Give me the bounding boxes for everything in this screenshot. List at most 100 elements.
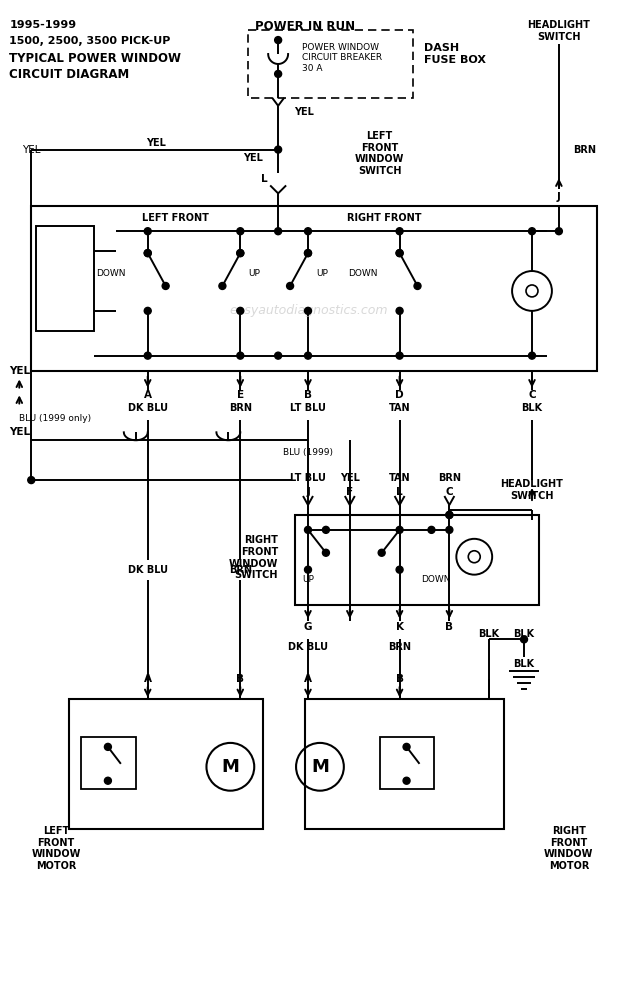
Circle shape <box>287 282 294 289</box>
Text: HEADLIGHT
SWITCH: HEADLIGHT SWITCH <box>527 20 590 42</box>
Text: UP: UP <box>248 269 260 278</box>
Text: YEL: YEL <box>22 145 41 155</box>
Circle shape <box>305 228 311 235</box>
Circle shape <box>403 743 410 750</box>
Circle shape <box>104 743 111 750</box>
Text: BLU (1999): BLU (1999) <box>283 448 333 457</box>
Circle shape <box>396 352 403 359</box>
Circle shape <box>378 549 385 556</box>
Text: B: B <box>396 674 404 684</box>
Circle shape <box>556 228 562 235</box>
Circle shape <box>274 146 282 153</box>
Circle shape <box>396 526 403 533</box>
Text: UP: UP <box>302 575 314 584</box>
Text: DOWN: DOWN <box>421 575 451 584</box>
Circle shape <box>274 228 282 235</box>
Text: BRN: BRN <box>388 642 411 652</box>
Text: B: B <box>446 622 454 632</box>
Text: J: J <box>557 192 561 202</box>
Bar <box>379 737 434 789</box>
Text: DK BLU: DK BLU <box>128 403 167 413</box>
Circle shape <box>446 526 453 533</box>
Text: B: B <box>236 674 244 684</box>
Circle shape <box>237 352 243 359</box>
Circle shape <box>274 70 282 77</box>
Circle shape <box>237 228 243 235</box>
Bar <box>305 699 504 829</box>
Text: YEL: YEL <box>294 107 314 117</box>
Text: E: E <box>237 390 244 400</box>
Text: J: J <box>306 487 310 497</box>
Circle shape <box>396 250 403 257</box>
Text: YEL: YEL <box>243 153 263 163</box>
Text: A: A <box>304 674 312 684</box>
Text: C: C <box>528 390 536 400</box>
Circle shape <box>305 250 311 257</box>
Text: C: C <box>446 487 453 497</box>
Text: BLK: BLK <box>478 629 500 639</box>
Circle shape <box>104 777 111 784</box>
Bar <box>248 30 413 98</box>
Text: LT BLU: LT BLU <box>290 473 326 483</box>
Bar <box>32 206 597 371</box>
Circle shape <box>305 566 311 573</box>
Circle shape <box>323 549 329 556</box>
Circle shape <box>396 228 403 235</box>
Circle shape <box>144 250 151 257</box>
Circle shape <box>144 352 151 359</box>
Circle shape <box>396 250 403 257</box>
Text: D: D <box>396 390 404 400</box>
Text: BLU (1999 only): BLU (1999 only) <box>19 414 91 423</box>
Text: LEFT
FRONT
WINDOW
MOTOR: LEFT FRONT WINDOW MOTOR <box>32 826 81 871</box>
Text: DASH
FUSE BOX: DASH FUSE BOX <box>425 43 486 65</box>
Circle shape <box>396 307 403 314</box>
Text: BRN: BRN <box>229 403 252 413</box>
Circle shape <box>274 37 282 44</box>
Text: DK BLU: DK BLU <box>128 565 167 575</box>
Text: A: A <box>144 390 152 400</box>
Circle shape <box>305 526 311 533</box>
Text: M: M <box>221 758 239 776</box>
Text: 1995-1999: 1995-1999 <box>9 20 77 30</box>
Text: LEFT
FRONT
WINDOW
SWITCH: LEFT FRONT WINDOW SWITCH <box>355 131 404 176</box>
Circle shape <box>162 282 169 289</box>
Text: POWER WINDOW
CIRCUIT BREAKER
30 A: POWER WINDOW CIRCUIT BREAKER 30 A <box>302 43 382 73</box>
Circle shape <box>237 250 243 257</box>
Text: BRN: BRN <box>438 473 461 483</box>
Circle shape <box>144 250 151 257</box>
Text: YEL: YEL <box>9 366 30 376</box>
Text: YEL: YEL <box>146 138 166 148</box>
Text: YEL: YEL <box>9 427 30 437</box>
Text: B: B <box>304 390 312 400</box>
Text: POWER IN RUN: POWER IN RUN <box>255 20 355 33</box>
Circle shape <box>237 307 243 314</box>
Text: LT BLU: LT BLU <box>290 403 326 413</box>
Text: YEL: YEL <box>340 473 360 483</box>
Text: easyautodiagnostics.com: easyautodiagnostics.com <box>230 304 388 317</box>
Circle shape <box>428 526 435 533</box>
Text: M: M <box>311 758 329 776</box>
Circle shape <box>528 352 535 359</box>
Circle shape <box>237 250 243 257</box>
Text: RIGHT
FRONT
WINDOW
MOTOR: RIGHT FRONT WINDOW MOTOR <box>544 826 593 871</box>
Text: HEADLIGHT
SWITCH: HEADLIGHT SWITCH <box>501 479 564 501</box>
Text: TAN: TAN <box>389 473 410 483</box>
Text: A: A <box>144 674 152 684</box>
Text: L: L <box>396 487 403 497</box>
Bar <box>295 515 539 605</box>
Circle shape <box>446 511 453 518</box>
Text: K: K <box>396 622 404 632</box>
Circle shape <box>305 307 311 314</box>
Text: UP: UP <box>316 269 328 278</box>
Bar <box>81 737 136 789</box>
Text: RIGHT
FRONT
WINDOW
SWITCH: RIGHT FRONT WINDOW SWITCH <box>229 535 278 580</box>
Text: TAN: TAN <box>389 403 410 413</box>
Text: DOWN: DOWN <box>96 269 126 278</box>
Circle shape <box>520 636 528 643</box>
Circle shape <box>528 228 535 235</box>
Text: DK BLU: DK BLU <box>288 642 328 652</box>
Circle shape <box>323 526 329 533</box>
Circle shape <box>396 566 403 573</box>
Circle shape <box>414 282 421 289</box>
Text: CIRCUIT DIAGRAM: CIRCUIT DIAGRAM <box>9 68 130 81</box>
